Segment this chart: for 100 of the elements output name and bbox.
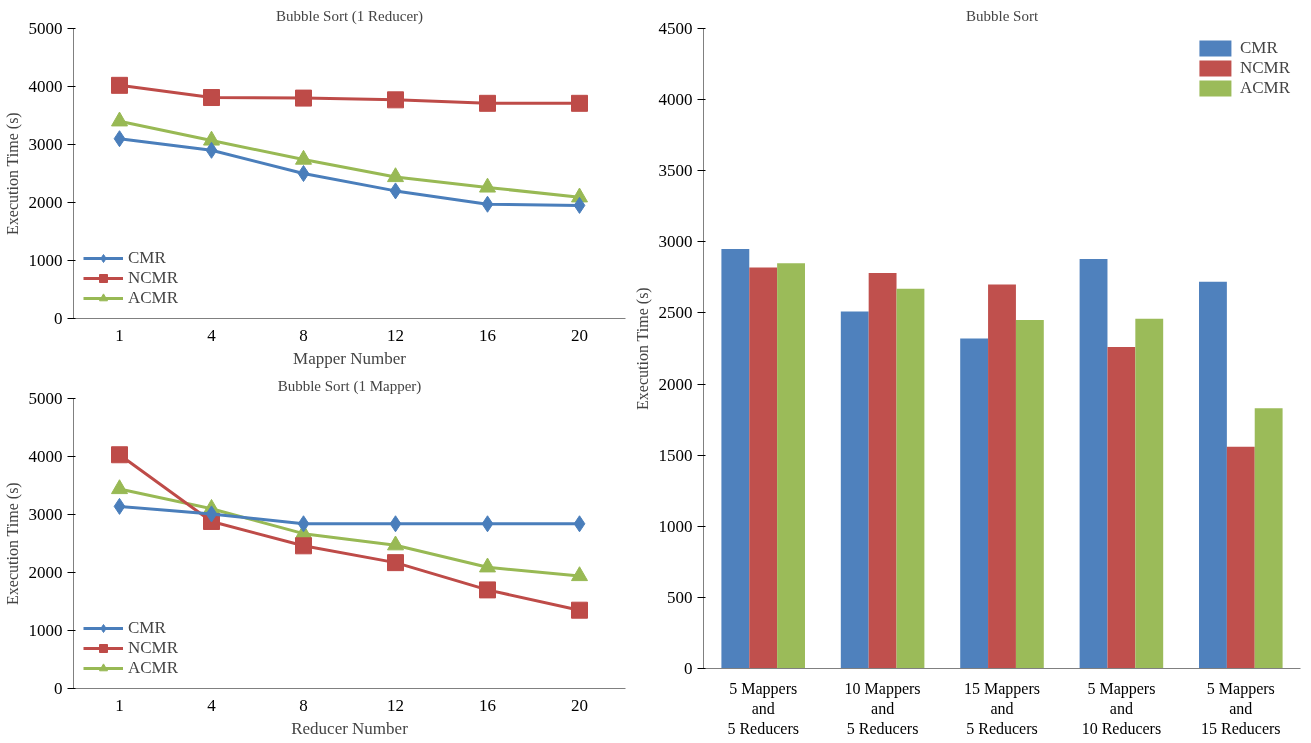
point — [295, 149, 312, 165]
y-tick-label: 2500 — [658, 303, 693, 323]
point — [571, 601, 588, 619]
point — [387, 91, 404, 109]
point — [295, 537, 312, 555]
y-tick-label: 500 — [667, 587, 693, 607]
point — [297, 165, 310, 182]
point — [111, 446, 128, 464]
chart-title: Bubble Sort (1 Reducer) — [275, 7, 424, 25]
x-tick-label: 12 — [387, 325, 404, 345]
legend-label: CMR — [128, 618, 166, 638]
legend-label: CMR — [1239, 38, 1278, 58]
bar — [1107, 347, 1136, 669]
x-tick-label: 15 Mappers and 5 Reducers — [964, 679, 1040, 738]
point — [481, 195, 494, 213]
point — [203, 89, 220, 107]
y-tick-label: 4000 — [28, 447, 63, 466]
legend-label: NCMR — [1239, 58, 1290, 78]
y-axis-title: Execution Time (s) — [633, 287, 652, 410]
y-tick-label: 1000 — [658, 516, 693, 536]
point — [479, 581, 496, 599]
point — [387, 167, 404, 183]
x-axis-title: Reducer Number — [291, 718, 409, 738]
y-tick-label: 1500 — [658, 445, 693, 465]
x-tick-label: 4 — [207, 325, 217, 345]
bar — [749, 267, 778, 669]
x-tick-label: 12 — [387, 695, 404, 715]
point — [571, 566, 588, 582]
legend-label: ACMR — [128, 658, 179, 678]
bar — [777, 263, 805, 669]
point — [205, 141, 218, 159]
point — [389, 515, 402, 533]
point — [111, 111, 128, 127]
y-tick-label: 5000 — [28, 19, 63, 38]
point — [573, 196, 586, 214]
point — [389, 182, 402, 200]
bar — [1015, 320, 1044, 669]
x-tick-label: 20 — [571, 695, 588, 715]
y-tick-label: 3000 — [28, 505, 63, 524]
point — [573, 515, 586, 533]
x-tick-label: 16 — [479, 325, 496, 345]
legend-label: CMR — [128, 248, 166, 268]
point — [113, 130, 126, 148]
point — [113, 497, 126, 515]
y-tick-label: 4000 — [28, 77, 63, 96]
bar — [1135, 318, 1164, 669]
legend-label: ACMR — [1239, 78, 1290, 98]
y-tick-label: 2000 — [658, 374, 693, 394]
point — [203, 130, 220, 146]
bar — [1226, 446, 1255, 669]
point — [297, 515, 310, 533]
point — [479, 94, 496, 112]
bar — [988, 284, 1016, 669]
x-tick-label: 1 — [115, 695, 124, 715]
legend-label: NCMR — [128, 268, 179, 288]
y-tick-label: 3000 — [28, 135, 63, 154]
y-tick-label: 2000 — [28, 193, 63, 212]
x-tick-label: 10 Mappers and 5 Reducers — [844, 679, 921, 738]
y-tick-label: 4500 — [658, 19, 693, 38]
x-axis-title: Mapper Number — [293, 348, 407, 368]
bar — [721, 248, 750, 669]
x-tick-label: 5 Mappers and 10 Reducers — [1081, 679, 1162, 738]
y-tick-label: 0 — [54, 309, 63, 328]
legend-label: NCMR — [128, 638, 179, 658]
bar — [896, 288, 925, 669]
point — [387, 554, 404, 572]
y-tick-label: 3500 — [658, 161, 693, 181]
y-tick-label: 1000 — [28, 621, 63, 640]
point — [295, 89, 312, 107]
point — [571, 94, 588, 112]
x-tick-label: 5 Mappers and 15 Reducers — [1201, 679, 1281, 738]
x-tick-label: 8 — [299, 695, 308, 715]
chart-title: Bubble Sort (1 Mapper) — [277, 377, 422, 395]
x-tick-label: 1 — [115, 325, 124, 345]
y-axis-title: Execution Time (s) — [3, 112, 22, 235]
x-tick-label: 20 — [571, 325, 588, 345]
y-tick-label: 4000 — [658, 90, 693, 110]
bar — [1199, 281, 1227, 669]
y-tick-label: 0 — [684, 659, 693, 678]
x-tick-label: 16 — [479, 695, 496, 715]
bar — [1254, 408, 1283, 669]
point — [111, 76, 128, 94]
y-tick-label: 5000 — [28, 389, 63, 408]
x-tick-label: 4 — [207, 695, 217, 715]
point — [111, 479, 128, 495]
y-tick-label: 0 — [54, 679, 63, 698]
x-tick-label: 5 Mappers and 5 Reducers — [727, 679, 799, 738]
bar — [1079, 258, 1108, 669]
point — [481, 515, 494, 533]
x-tick-label: 8 — [299, 325, 308, 345]
bar — [960, 338, 989, 669]
y-tick-label: 3000 — [658, 232, 693, 252]
y-tick-label: 1000 — [28, 251, 63, 270]
chart-title: Bubble Sort — [965, 7, 1039, 24]
y-axis-title: Execution Time (s) — [3, 482, 22, 605]
bar — [868, 273, 897, 669]
point — [479, 177, 496, 193]
bar — [840, 311, 869, 669]
point — [205, 505, 218, 523]
legend-label: ACMR — [128, 288, 179, 308]
